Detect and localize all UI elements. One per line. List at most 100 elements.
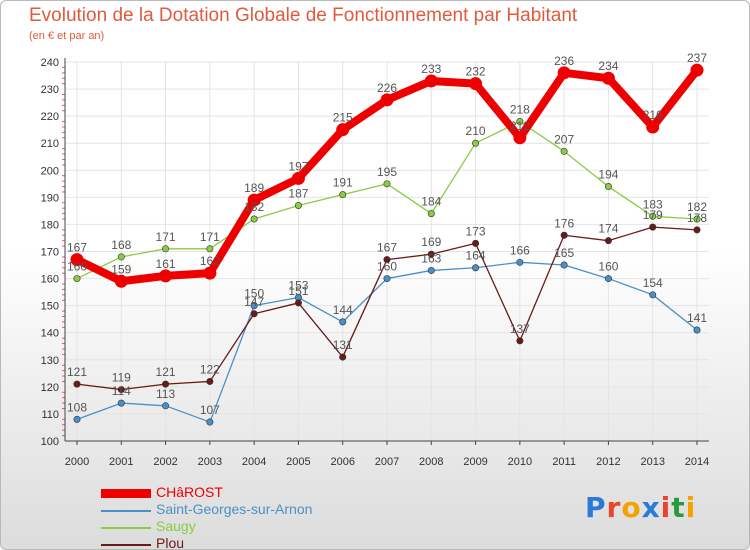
- data-label: 212: [510, 119, 530, 133]
- data-label: 121: [156, 365, 176, 379]
- data-point: [646, 120, 660, 134]
- y-tick-label: 240: [41, 57, 59, 69]
- data-point: [516, 258, 524, 266]
- data-label: 191: [333, 176, 353, 190]
- data-point: [162, 402, 170, 410]
- data-label: 184: [421, 195, 441, 209]
- data-label: 122: [200, 362, 220, 376]
- y-tick-label: 100: [41, 436, 59, 448]
- data-point: [73, 275, 81, 283]
- y-tick-label: 120: [41, 382, 59, 394]
- data-point: [693, 215, 701, 223]
- data-label: 141: [687, 311, 707, 325]
- data-point: [516, 337, 524, 345]
- data-label: 187: [288, 186, 308, 200]
- data-label: 165: [554, 246, 574, 260]
- data-point: [427, 210, 435, 218]
- data-label: 160: [67, 260, 87, 274]
- data-point: [469, 77, 483, 91]
- data-point: [427, 250, 435, 258]
- data-label: 183: [643, 197, 663, 211]
- data-label: 144: [333, 303, 353, 317]
- data-point: [162, 380, 170, 388]
- y-tick-label: 150: [41, 301, 59, 313]
- y-tick-label: 180: [41, 219, 59, 231]
- logo-letter: o: [621, 491, 642, 524]
- data-point: [560, 147, 568, 155]
- data-point: [604, 275, 612, 283]
- data-label: 162: [200, 254, 220, 268]
- data-point: [70, 253, 84, 267]
- data-point: [693, 226, 701, 234]
- data-label: 153: [288, 279, 308, 293]
- data-point: [339, 353, 347, 361]
- data-point: [339, 191, 347, 199]
- data-point: [649, 291, 657, 299]
- data-point: [206, 245, 214, 253]
- y-tick-label: 160: [41, 274, 59, 286]
- data-label: 182: [244, 200, 264, 214]
- data-label: 178: [687, 211, 707, 225]
- x-tick-label: 2005: [286, 456, 310, 468]
- data-label: 107: [200, 403, 220, 417]
- data-label: 160: [598, 260, 618, 274]
- data-label: 163: [421, 251, 441, 265]
- data-point: [383, 180, 391, 188]
- legend-label: Plou: [156, 535, 185, 550]
- legend-swatch: [101, 527, 151, 529]
- data-label: 167: [67, 241, 87, 255]
- data-label: 137: [510, 322, 530, 336]
- y-tick-label: 140: [41, 328, 59, 340]
- data-label: 164: [466, 249, 486, 263]
- data-label: 154: [643, 276, 663, 290]
- data-point: [604, 183, 612, 191]
- data-label: 167: [377, 241, 397, 255]
- data-label: 207: [554, 132, 574, 146]
- data-point: [294, 201, 302, 209]
- logo-letter: t: [671, 491, 686, 524]
- data-label: 216: [643, 108, 663, 122]
- data-label: 197: [288, 159, 308, 173]
- x-tick-label: 2010: [508, 456, 532, 468]
- data-label: 210: [466, 124, 486, 138]
- data-point: [380, 93, 394, 107]
- data-label: 195: [377, 165, 397, 179]
- data-point: [601, 71, 615, 85]
- data-label: 173: [466, 224, 486, 238]
- x-tick-label: 2006: [330, 456, 354, 468]
- logo-letter: i: [685, 491, 697, 524]
- x-tick-label: 2002: [153, 456, 177, 468]
- line-chart: 100 110 120 130 140 150 160 170 180 190 200 210 220 2…: [41, 51, 710, 468]
- y-tick-label: 210: [41, 138, 59, 150]
- data-label: 218: [510, 103, 530, 117]
- data-point: [336, 123, 350, 137]
- x-tick-label: 2013: [640, 456, 664, 468]
- data-point: [117, 399, 125, 407]
- data-point: [649, 223, 657, 231]
- data-point: [557, 66, 571, 80]
- data-point: [247, 193, 261, 207]
- legend-swatch: [101, 489, 151, 498]
- data-label: 121: [67, 365, 87, 379]
- data-label: 150: [244, 287, 264, 301]
- data-label: 114: [112, 384, 131, 398]
- logo-letter: i: [660, 491, 672, 524]
- data-label: 215: [333, 111, 353, 125]
- data-label: 233: [421, 62, 441, 76]
- data-label: 159: [111, 262, 131, 276]
- data-label: 168: [111, 238, 131, 252]
- data-label: 182: [687, 200, 707, 214]
- data-label: 194: [598, 168, 618, 182]
- data-point: [472, 239, 480, 247]
- chart-subtitle: (en € et par an): [29, 30, 105, 42]
- data-label: 113: [156, 387, 175, 401]
- data-label: 179: [643, 208, 663, 222]
- data-point: [159, 269, 173, 283]
- data-label: 151: [288, 284, 308, 298]
- y-tick-label: 200: [41, 165, 59, 177]
- data-point: [560, 261, 568, 269]
- data-point: [513, 131, 527, 145]
- x-tick-label: 2004: [242, 456, 266, 468]
- data-point: [560, 231, 568, 239]
